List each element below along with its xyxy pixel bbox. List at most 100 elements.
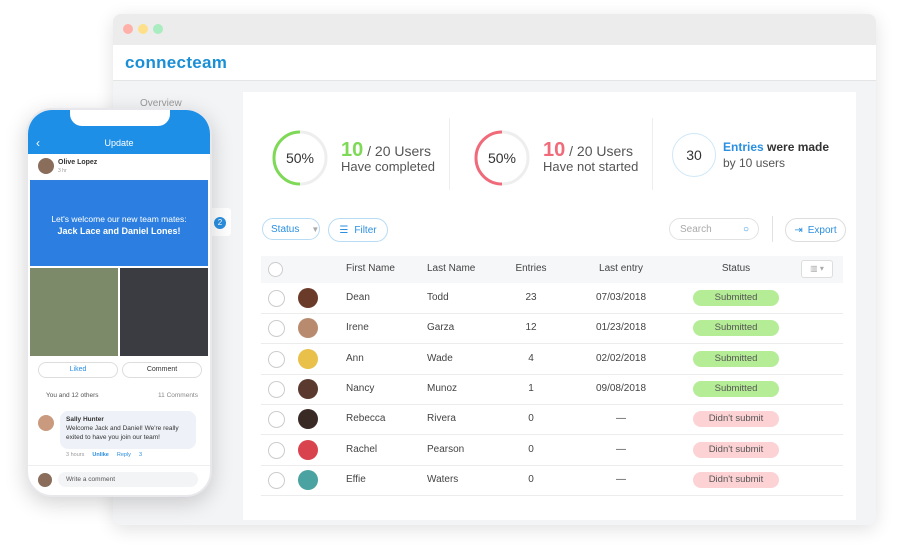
row-select[interactable] — [268, 441, 285, 459]
select-all[interactable] — [268, 262, 283, 277]
comment-text: Welcome Jack and Daniel! We're really ex… — [66, 425, 179, 441]
phone: ‹ Update Olive Lopez 3 hr Let's welcome … — [26, 108, 212, 497]
logo[interactable]: connecteam — [125, 53, 228, 72]
row-separator — [261, 403, 843, 405]
row-select[interactable] — [268, 411, 285, 429]
cell: 07/03/2018 — [595, 292, 647, 303]
cell: 0 — [528, 413, 534, 425]
column-settings[interactable]: ▥ ▾ — [801, 260, 833, 278]
cell: 1 — [528, 382, 534, 394]
filter-button[interactable]: ☰ Filter — [328, 218, 388, 242]
search-box[interactable]: Search ○ — [669, 218, 759, 240]
comment-input[interactable]: Write a comment — [58, 472, 198, 487]
stat-label: Have completed — [341, 159, 435, 174]
row-select[interactable] — [268, 471, 285, 489]
cell: 0 — [528, 473, 534, 485]
column-header: Status — [721, 263, 751, 274]
back-button[interactable]: ‹ — [36, 136, 40, 150]
search-placeholder: Search — [680, 223, 712, 235]
avatar — [38, 158, 54, 174]
status-pill: Didn't submit — [693, 441, 779, 458]
status-pill: Submitted — [693, 320, 779, 337]
notch — [70, 110, 170, 126]
cell: Rachel — [346, 443, 378, 455]
banner — [30, 180, 208, 266]
comment-time: 3 hours — [66, 452, 85, 458]
cell: — — [616, 473, 626, 485]
stat-count: 10 / 20 Users — [543, 139, 633, 162]
row-select[interactable] — [268, 290, 285, 307]
window-dot — [123, 24, 133, 34]
cell: 4 — [528, 352, 534, 364]
cell: Ann — [346, 352, 364, 364]
cell: Garza — [427, 322, 455, 334]
author: Olive Lopez — [58, 159, 98, 166]
row-separator — [261, 464, 843, 466]
avatar — [38, 415, 54, 431]
row-separator — [261, 434, 843, 436]
status-pill: Submitted — [693, 350, 779, 367]
export-label: Export — [807, 224, 837, 236]
cell: 09/08/2018 — [595, 382, 647, 394]
nav-item[interactable]: Overview — [140, 98, 182, 109]
export-button[interactable]: ⇥ Export — [785, 218, 846, 242]
stat-title: Entries were made — [723, 140, 829, 154]
window-dot — [153, 24, 163, 34]
comment-bubble — [60, 411, 196, 449]
avatar — [298, 378, 318, 399]
avatar — [298, 439, 318, 460]
row-separator — [261, 494, 843, 496]
comment-author: Sally Hunter — [66, 416, 104, 423]
avatar — [298, 288, 318, 308]
row-separator — [261, 343, 843, 345]
cell: — — [616, 443, 626, 455]
badge: 2 — [214, 217, 226, 229]
progress-ring — [474, 130, 530, 186]
avatar — [298, 469, 318, 490]
unlike[interactable]: Unlike — [92, 452, 109, 458]
status-pill: Didn't submit — [693, 471, 779, 488]
likes-summary: You and 12 others — [46, 392, 99, 399]
row-select[interactable] — [268, 320, 285, 338]
status-filter[interactable]: Status ▼ — [262, 218, 320, 240]
column-header: Last entry — [599, 263, 643, 274]
entries-count: 30 — [672, 133, 716, 177]
total: / 20 Users — [569, 143, 633, 159]
highlight: Entries — [723, 140, 764, 154]
cell: Effie — [346, 473, 366, 485]
post-time: 3 hr — [58, 168, 67, 174]
window-dot — [138, 24, 148, 34]
divider — [449, 118, 450, 190]
cell: Wade — [427, 352, 453, 364]
column-header: First Name — [346, 263, 395, 274]
cell: 23 — [525, 292, 537, 303]
photo — [120, 268, 208, 356]
stat-label: Have not started — [543, 159, 639, 174]
column-header: Entries — [515, 263, 547, 274]
comments-count[interactable]: 11 Comments — [158, 392, 198, 399]
cell: — — [616, 413, 626, 425]
avatar — [298, 348, 318, 369]
comment-button[interactable]: Comment — [122, 362, 202, 378]
rest: were made — [767, 140, 830, 154]
filter-label: Filter — [354, 224, 377, 236]
row-select[interactable] — [268, 350, 285, 368]
divider — [772, 216, 773, 242]
like-button[interactable]: Liked — [38, 362, 118, 378]
percent: 50% — [285, 150, 315, 166]
count: 10 — [543, 139, 566, 161]
avatar — [298, 409, 318, 430]
row-select[interactable] — [268, 380, 285, 398]
comment-meta: 3 hours Unlike Reply 3 — [66, 452, 142, 458]
cell: Rivera — [427, 413, 456, 425]
status-pill: Submitted — [693, 290, 779, 306]
cell: Irene — [346, 322, 369, 334]
divider — [652, 118, 653, 190]
banner-line: Let's welcome our new team mates: — [51, 214, 187, 224]
browser-window: connecteam Overview — [113, 14, 876, 525]
reply[interactable]: Reply — [116, 452, 131, 458]
comment-likes: 3 — [138, 452, 142, 458]
status-label: Status — [271, 223, 300, 235]
cell: 01/23/2018 — [595, 322, 647, 334]
cell: 12 — [525, 322, 537, 334]
